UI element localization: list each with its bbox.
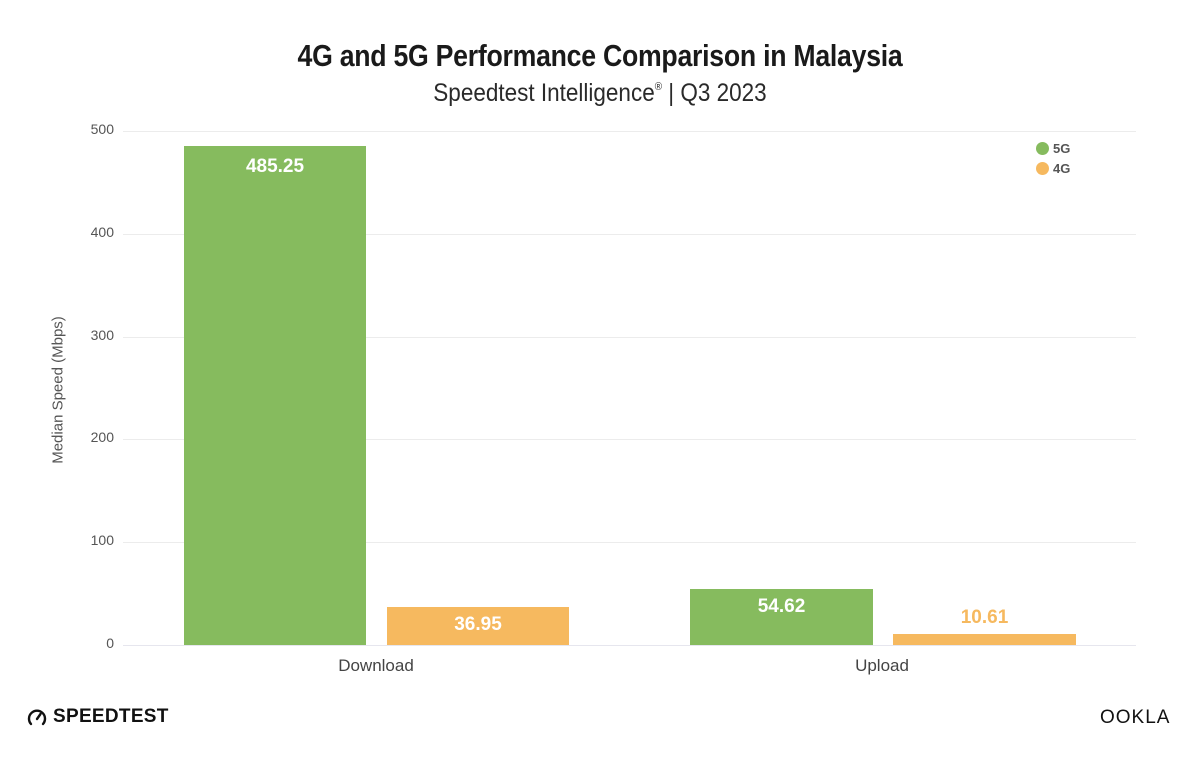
legend-item-5g[interactable]: 5G [1036, 138, 1070, 158]
ytick-300: 300 [90, 327, 114, 343]
y-axis-label: Median Speed (Mbps) [49, 316, 67, 464]
xtick-upload: Upload [855, 656, 909, 675]
gridline-300 [123, 337, 1136, 338]
ytick-400: 400 [90, 224, 114, 240]
legend: 5G 4G [1036, 138, 1070, 178]
gridline-200 [123, 439, 1136, 440]
bar-label-upload-4g: 10.61 [960, 607, 1009, 628]
chart-title: 4G and 5G Performance Comparison in Mala… [297, 38, 903, 73]
bar-label-download-5g: 485.25 [245, 156, 305, 177]
bar-download-4g[interactable]: 36.95 [387, 607, 569, 645]
xtick-download: Download [338, 656, 414, 675]
legend-dot-4g-icon [1036, 161, 1049, 175]
subtitle-period: | Q3 2023 [662, 79, 767, 107]
gridline-500 [123, 131, 1136, 132]
ytick-0: 0 [106, 635, 114, 651]
legend-label-4g: 4G [1053, 160, 1071, 176]
subtitle-source: Speedtest Intelligence [433, 79, 655, 107]
legend-label-5g: 5G [1053, 140, 1071, 156]
legend-item-4g[interactable]: 4G [1036, 158, 1070, 178]
bar-upload-4g[interactable]: 10.61 [893, 607, 1076, 645]
gridline-400 [123, 234, 1136, 235]
gridline-0 [123, 645, 1136, 646]
ytick-500: 500 [90, 121, 114, 137]
speedtest-logo: SPEEDTEST [27, 706, 169, 728]
speedometer-icon [27, 709, 47, 726]
registered-mark: ® [654, 81, 663, 93]
bar-upload-5g[interactable]: 54.62 [690, 589, 873, 645]
chart-subtitle: Speedtest Intelligence® | Q3 2023 [60, 79, 1140, 108]
ytick-100: 100 [90, 532, 114, 548]
bar-label-download-4g: 36.95 [454, 614, 502, 635]
ookla-logo: OOKLA [1100, 707, 1171, 728]
bar-download-5g[interactable]: 485.25 [184, 146, 366, 645]
ytick-200: 200 [90, 429, 114, 445]
legend-dot-5g-icon [1036, 141, 1049, 155]
bar-label-upload-5g: 54.62 [757, 596, 806, 617]
gridline-100 [123, 542, 1136, 543]
speedtest-wordmark: SPEEDTEST [53, 706, 169, 727]
